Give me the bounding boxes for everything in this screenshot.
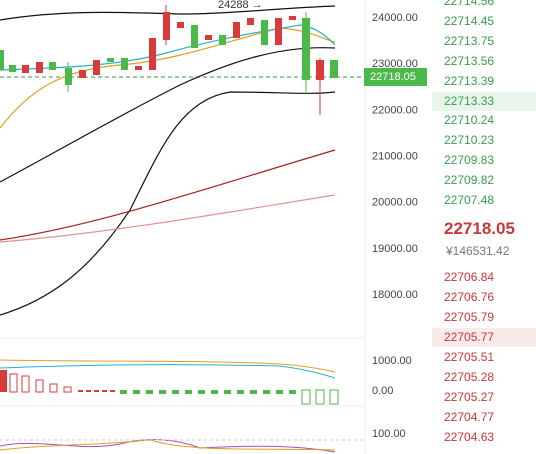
last-price: 22718.05	[444, 219, 515, 238]
bid-price: 22705.27	[444, 390, 495, 404]
price-axis-label: 20000.00	[372, 197, 418, 209]
current-price-tag	[364, 68, 427, 86]
bid-price: 22704.77	[444, 410, 495, 424]
ask-price: 22707.48	[444, 193, 495, 207]
ask-price: 22710.23	[444, 133, 495, 148]
price-axis-label: 24000.00	[372, 12, 418, 24]
order-book: 22714.56 22714.45 22713.75 22713.56 22713.39…	[432, 0, 536, 454]
bid-price: 22706.84	[444, 270, 495, 284]
ask-price: 22713.56	[444, 53, 495, 68]
ask-price: 22713.33	[432, 91, 536, 111]
price-axis: 24000.00 23000.00 22000.00 21000.00 20000.00…	[372, 12, 418, 440]
candles	[0, 5, 338, 115]
price-axis-label: 19000.00	[372, 243, 418, 255]
last-price-cny: ¥146531.42	[446, 244, 510, 258]
price-axis-label: 21000.00	[372, 151, 418, 163]
bid-price: 22705.79	[444, 310, 495, 324]
ask-price: 22709.83	[444, 153, 495, 168]
bid-price: 22705.77	[432, 328, 536, 347]
indicator-axis-label: 0.00	[372, 385, 393, 397]
price-axis-label: 22000.00	[372, 104, 418, 116]
indicator-axis-label: 1000.00	[372, 355, 412, 367]
bid-price: 22706.76	[444, 290, 495, 304]
ask-price: 22714.56	[444, 0, 495, 8]
high-annotation: 24288 →	[218, 0, 263, 11]
indicator-axis-label: 100.00	[372, 428, 406, 440]
current-price-label: 22718.05	[370, 71, 416, 83]
bid-price: 22704.63	[444, 430, 495, 444]
ask-price: 22710.24	[444, 113, 495, 128]
ask-price: 22713.39	[444, 73, 495, 88]
price-axis-label: 18000.00	[372, 289, 418, 301]
chart-area: 24288 → 22718.05 24000.00 23000.00 22000.0…	[0, 0, 427, 454]
bid-price: 22705.51	[444, 350, 495, 364]
ask-price: 22714.45	[444, 13, 495, 28]
ask-price: 22713.75	[444, 33, 495, 48]
ask-price: 22709.82	[444, 173, 495, 188]
indicator-lines	[0, 5, 336, 316]
bid-price: 22705.28	[444, 370, 495, 384]
price-axis-label: 23000.00	[372, 58, 418, 70]
macd	[0, 359, 365, 453]
